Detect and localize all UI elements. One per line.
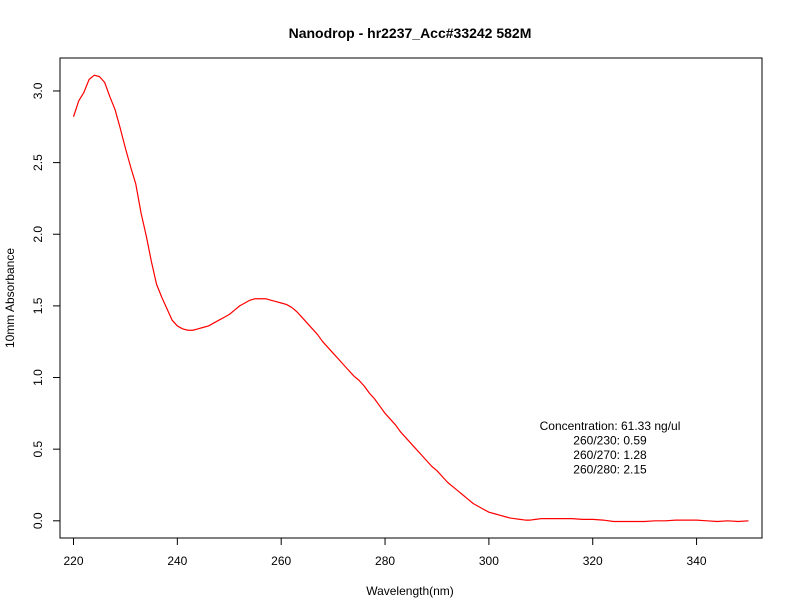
y-tick-label: 3.0	[31, 82, 45, 99]
x-tick-label: 340	[687, 554, 707, 568]
annotation-line: 260/230: 0.59	[573, 434, 647, 448]
y-tick-label: 1.5	[31, 297, 45, 314]
x-tick-label: 220	[63, 554, 83, 568]
annotation-line: 260/270: 1.28	[573, 448, 647, 462]
y-tick-label: 1.0	[31, 369, 45, 386]
y-tick-label: 2.0	[31, 226, 45, 243]
chart-title: Nanodrop - hr2237_Acc#33242 582M	[289, 25, 532, 41]
series-layer	[72, 74, 749, 523]
annotation-line: 260/280: 2.15	[573, 463, 647, 477]
annotation-line: Concentration: 61.33 ng/ul	[540, 419, 681, 433]
y-axis-label: 10mm Absorbance	[3, 248, 17, 348]
x-tick-label: 240	[167, 554, 187, 568]
y-axis: 0.0 0.5 1.0 1.5 2.0 2.5 3.0	[31, 82, 61, 529]
plot-frame	[59, 57, 763, 539]
absorbance-line	[72, 74, 749, 523]
x-tick-label: 260	[271, 554, 291, 568]
x-tick-label: 280	[375, 554, 395, 568]
x-tick-label: 320	[583, 554, 603, 568]
y-tick-label: 0.0	[31, 512, 45, 529]
x-tick-label: 300	[479, 554, 499, 568]
x-axis: 220 240 260 280 300 320 340	[63, 537, 707, 568]
y-tick-label: 2.5	[31, 154, 45, 171]
y-tick-label: 0.5	[31, 441, 45, 458]
x-axis-label: Wavelength(nm)	[366, 584, 454, 598]
